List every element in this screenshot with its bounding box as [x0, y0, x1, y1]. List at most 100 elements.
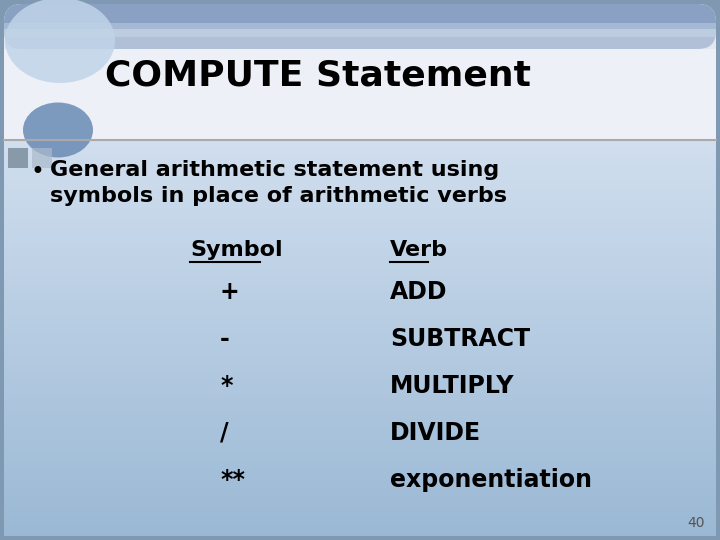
Bar — [4, 380, 716, 384]
Bar — [4, 367, 716, 371]
Bar — [4, 146, 716, 150]
Text: •: • — [30, 160, 44, 184]
Bar — [4, 364, 716, 368]
Bar — [4, 427, 716, 430]
Bar — [4, 460, 716, 463]
Bar — [4, 261, 716, 265]
Bar — [4, 357, 716, 361]
Bar — [4, 288, 716, 292]
Bar — [4, 265, 716, 269]
Text: SUBTRACT: SUBTRACT — [390, 327, 530, 351]
Bar — [4, 496, 716, 500]
Text: Symbol: Symbol — [190, 240, 283, 260]
Bar — [4, 258, 716, 262]
Bar — [4, 512, 716, 516]
Bar — [4, 186, 716, 190]
FancyBboxPatch shape — [4, 4, 716, 140]
Bar — [4, 489, 716, 493]
Bar — [4, 529, 716, 532]
Bar — [4, 222, 716, 226]
Bar — [4, 206, 716, 210]
Bar — [4, 440, 716, 443]
Bar — [4, 331, 716, 335]
Bar — [4, 483, 716, 487]
Bar — [4, 407, 716, 410]
Bar — [4, 29, 716, 49]
Bar — [4, 143, 716, 146]
Bar — [4, 387, 716, 391]
Bar — [4, 156, 716, 160]
Bar — [4, 486, 716, 490]
Bar — [4, 255, 716, 259]
Bar — [4, 172, 716, 176]
Bar — [4, 285, 716, 288]
Bar — [4, 476, 716, 480]
Bar — [4, 314, 716, 318]
Bar — [4, 245, 716, 249]
Bar — [4, 503, 716, 507]
Bar — [4, 532, 716, 536]
Bar — [4, 410, 716, 414]
Bar — [4, 443, 716, 447]
Bar — [4, 139, 716, 143]
Bar — [4, 394, 716, 397]
Bar — [4, 354, 716, 358]
Bar — [4, 519, 716, 523]
Bar — [4, 480, 716, 483]
Bar — [4, 390, 716, 394]
Bar — [4, 232, 716, 235]
Ellipse shape — [23, 103, 93, 158]
Bar — [4, 281, 716, 285]
Text: ADD: ADD — [390, 280, 448, 304]
Bar — [4, 242, 716, 246]
Bar — [4, 420, 716, 424]
Bar — [4, 268, 716, 272]
Bar — [4, 325, 716, 328]
Bar — [4, 417, 716, 421]
Bar — [4, 334, 716, 338]
Bar — [4, 506, 716, 510]
Bar — [4, 469, 716, 473]
Bar — [4, 209, 716, 213]
Bar — [4, 195, 716, 199]
Bar — [4, 384, 716, 388]
Bar — [4, 350, 716, 354]
Bar — [4, 275, 716, 279]
Bar — [4, 466, 716, 470]
Bar — [4, 525, 716, 529]
Bar — [4, 400, 716, 404]
Bar — [4, 272, 716, 275]
Bar — [4, 516, 716, 519]
Text: MULTIPLY: MULTIPLY — [390, 374, 515, 398]
Bar — [4, 344, 716, 348]
Bar — [4, 212, 716, 216]
Text: exponentiation: exponentiation — [390, 468, 592, 492]
Bar — [4, 248, 716, 252]
Bar — [4, 278, 716, 282]
Bar — [4, 341, 716, 345]
Bar — [4, 192, 716, 196]
Ellipse shape — [5, 0, 115, 83]
Bar — [4, 338, 716, 341]
Bar — [4, 430, 716, 434]
Bar — [4, 456, 716, 460]
Bar — [4, 169, 716, 173]
Bar — [4, 436, 716, 440]
Bar — [4, 423, 716, 427]
Text: /: / — [220, 421, 229, 445]
FancyBboxPatch shape — [4, 4, 716, 49]
Bar — [4, 361, 716, 365]
Text: +: + — [220, 280, 240, 304]
Bar — [4, 225, 716, 229]
Bar — [4, 166, 716, 170]
Text: General arithmetic statement using: General arithmetic statement using — [50, 160, 499, 180]
Bar — [4, 318, 716, 321]
Bar — [4, 377, 716, 381]
Bar — [4, 215, 716, 219]
Text: COMPUTE Statement: COMPUTE Statement — [105, 58, 531, 92]
Bar — [4, 176, 716, 180]
Bar — [4, 122, 716, 140]
Bar — [4, 370, 716, 374]
Bar — [4, 153, 716, 157]
Text: Verb: Verb — [390, 240, 448, 260]
